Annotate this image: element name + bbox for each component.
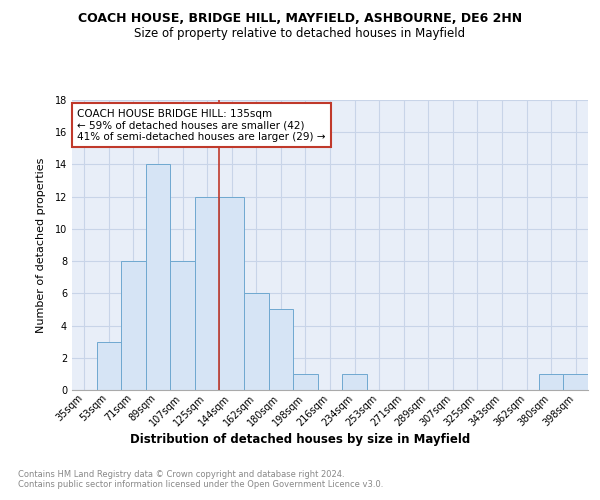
Bar: [146, 164, 170, 390]
Text: Contains HM Land Registry data © Crown copyright and database right 2024.: Contains HM Land Registry data © Crown c…: [18, 470, 344, 479]
Bar: [121, 261, 146, 390]
Bar: [244, 294, 269, 390]
Y-axis label: Number of detached properties: Number of detached properties: [37, 158, 46, 332]
Bar: [539, 374, 563, 390]
Text: COACH HOUSE, BRIDGE HILL, MAYFIELD, ASHBOURNE, DE6 2HN: COACH HOUSE, BRIDGE HILL, MAYFIELD, ASHB…: [78, 12, 522, 26]
Bar: [269, 310, 293, 390]
Bar: [342, 374, 367, 390]
Text: Distribution of detached houses by size in Mayfield: Distribution of detached houses by size …: [130, 432, 470, 446]
Bar: [97, 342, 121, 390]
Text: Size of property relative to detached houses in Mayfield: Size of property relative to detached ho…: [134, 28, 466, 40]
Bar: [220, 196, 244, 390]
Text: Contains public sector information licensed under the Open Government Licence v3: Contains public sector information licen…: [18, 480, 383, 489]
Bar: [293, 374, 318, 390]
Bar: [195, 196, 220, 390]
Text: COACH HOUSE BRIDGE HILL: 135sqm
← 59% of detached houses are smaller (42)
41% of: COACH HOUSE BRIDGE HILL: 135sqm ← 59% of…: [77, 108, 326, 142]
Bar: [170, 261, 195, 390]
Bar: [563, 374, 588, 390]
